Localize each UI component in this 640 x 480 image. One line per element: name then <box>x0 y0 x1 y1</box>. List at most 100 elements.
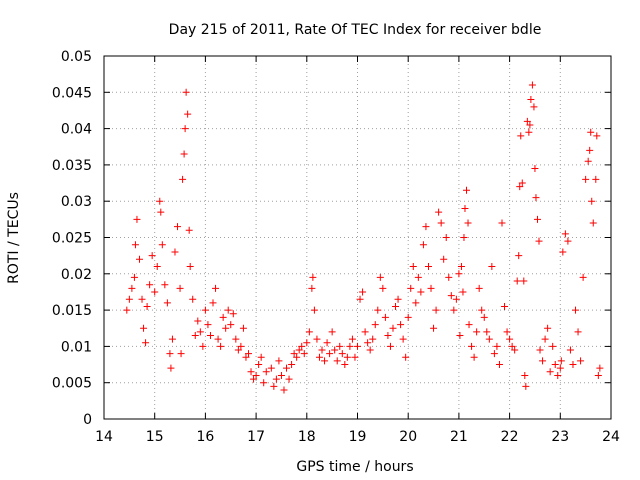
data-point <box>262 368 270 376</box>
data-point <box>313 335 321 343</box>
data-point <box>185 226 193 234</box>
data-point <box>539 357 547 365</box>
data-point <box>579 273 587 281</box>
data-point <box>321 357 329 365</box>
data-point <box>369 335 377 343</box>
axis-ticks <box>103 55 612 420</box>
data-point <box>354 342 361 350</box>
data-point <box>239 324 247 332</box>
data-point <box>326 350 334 358</box>
data-point <box>174 223 182 231</box>
data-point <box>528 81 536 89</box>
data-point <box>582 175 590 183</box>
y-tick-label: 0.02 <box>61 267 92 283</box>
y-axis-label: ROTI / TECUs <box>6 192 22 284</box>
data-point <box>592 175 600 183</box>
data-point <box>157 208 165 216</box>
data-point <box>440 255 448 263</box>
data-point <box>522 382 530 390</box>
data-point <box>214 335 222 343</box>
data-point <box>402 353 410 361</box>
data-point <box>182 88 190 96</box>
data-point <box>224 306 232 314</box>
data-point <box>404 313 412 321</box>
data-point <box>546 368 554 376</box>
data-point <box>288 361 296 369</box>
data-point <box>397 321 405 329</box>
data-point <box>520 277 528 285</box>
data-point <box>414 273 422 281</box>
data-point <box>564 237 572 245</box>
data-point <box>430 324 438 332</box>
data-point <box>186 263 194 271</box>
x-axis-label: GPS time / hours <box>296 459 413 475</box>
data-point <box>237 342 245 350</box>
data-point <box>285 375 293 383</box>
data-point <box>593 132 601 140</box>
data-point <box>364 339 372 347</box>
gridlines <box>104 56 611 419</box>
data-point <box>450 306 458 314</box>
data-point <box>523 117 531 125</box>
data-point <box>151 288 159 296</box>
data-point <box>594 371 602 379</box>
data-point <box>298 342 306 350</box>
data-point <box>189 295 197 303</box>
data-point <box>508 342 516 350</box>
data-point <box>153 263 161 271</box>
data-point <box>376 273 384 281</box>
data-point <box>315 353 323 361</box>
data-point <box>488 263 496 271</box>
data-point <box>293 353 301 361</box>
x-tick-label: 19 <box>349 429 367 445</box>
x-tick-label: 22 <box>501 429 519 445</box>
data-point <box>244 350 252 358</box>
data-point <box>386 342 394 350</box>
y-tick-label: 0.01 <box>61 339 92 355</box>
data-point <box>356 295 364 303</box>
data-point <box>227 321 235 329</box>
data-point <box>556 364 564 372</box>
data-point <box>379 284 387 292</box>
data-point <box>531 165 539 173</box>
data-point <box>250 375 258 383</box>
data-point <box>498 219 506 227</box>
data-point <box>331 346 339 354</box>
data-point <box>351 353 359 361</box>
data-point <box>130 273 138 281</box>
data-point <box>526 121 534 129</box>
y-tick-label: 0.035 <box>52 158 92 174</box>
data-point <box>518 179 526 187</box>
y-tick-label: 0.03 <box>61 194 92 210</box>
data-point <box>196 328 204 336</box>
data-point <box>267 364 275 372</box>
data-point <box>544 324 552 332</box>
data-point <box>209 299 217 307</box>
data-points <box>123 81 604 394</box>
data-point <box>247 368 255 376</box>
data-point <box>389 324 397 332</box>
y-tick-label: 0.025 <box>52 231 92 247</box>
data-point <box>506 335 514 343</box>
data-point <box>399 335 407 343</box>
data-point <box>323 339 331 347</box>
data-point <box>525 128 533 136</box>
data-point <box>366 346 374 354</box>
data-point <box>128 284 136 292</box>
data-point <box>493 342 501 350</box>
data-point <box>490 350 498 358</box>
data-point <box>473 328 481 336</box>
data-point <box>569 361 577 369</box>
data-point <box>277 371 285 379</box>
data-point <box>427 284 435 292</box>
data-point <box>283 364 291 372</box>
x-tick-label: 24 <box>602 429 620 445</box>
data-point <box>270 382 278 390</box>
data-point <box>517 132 525 140</box>
data-point <box>384 332 392 340</box>
tick-labels: 14 15 16 17 18 19 20 21 22 23 24 0 0.005 0.01 0.015 0.0… <box>52 49 620 445</box>
data-point <box>309 273 317 281</box>
y-tick-label: 0.05 <box>61 49 92 65</box>
data-point <box>333 357 341 365</box>
